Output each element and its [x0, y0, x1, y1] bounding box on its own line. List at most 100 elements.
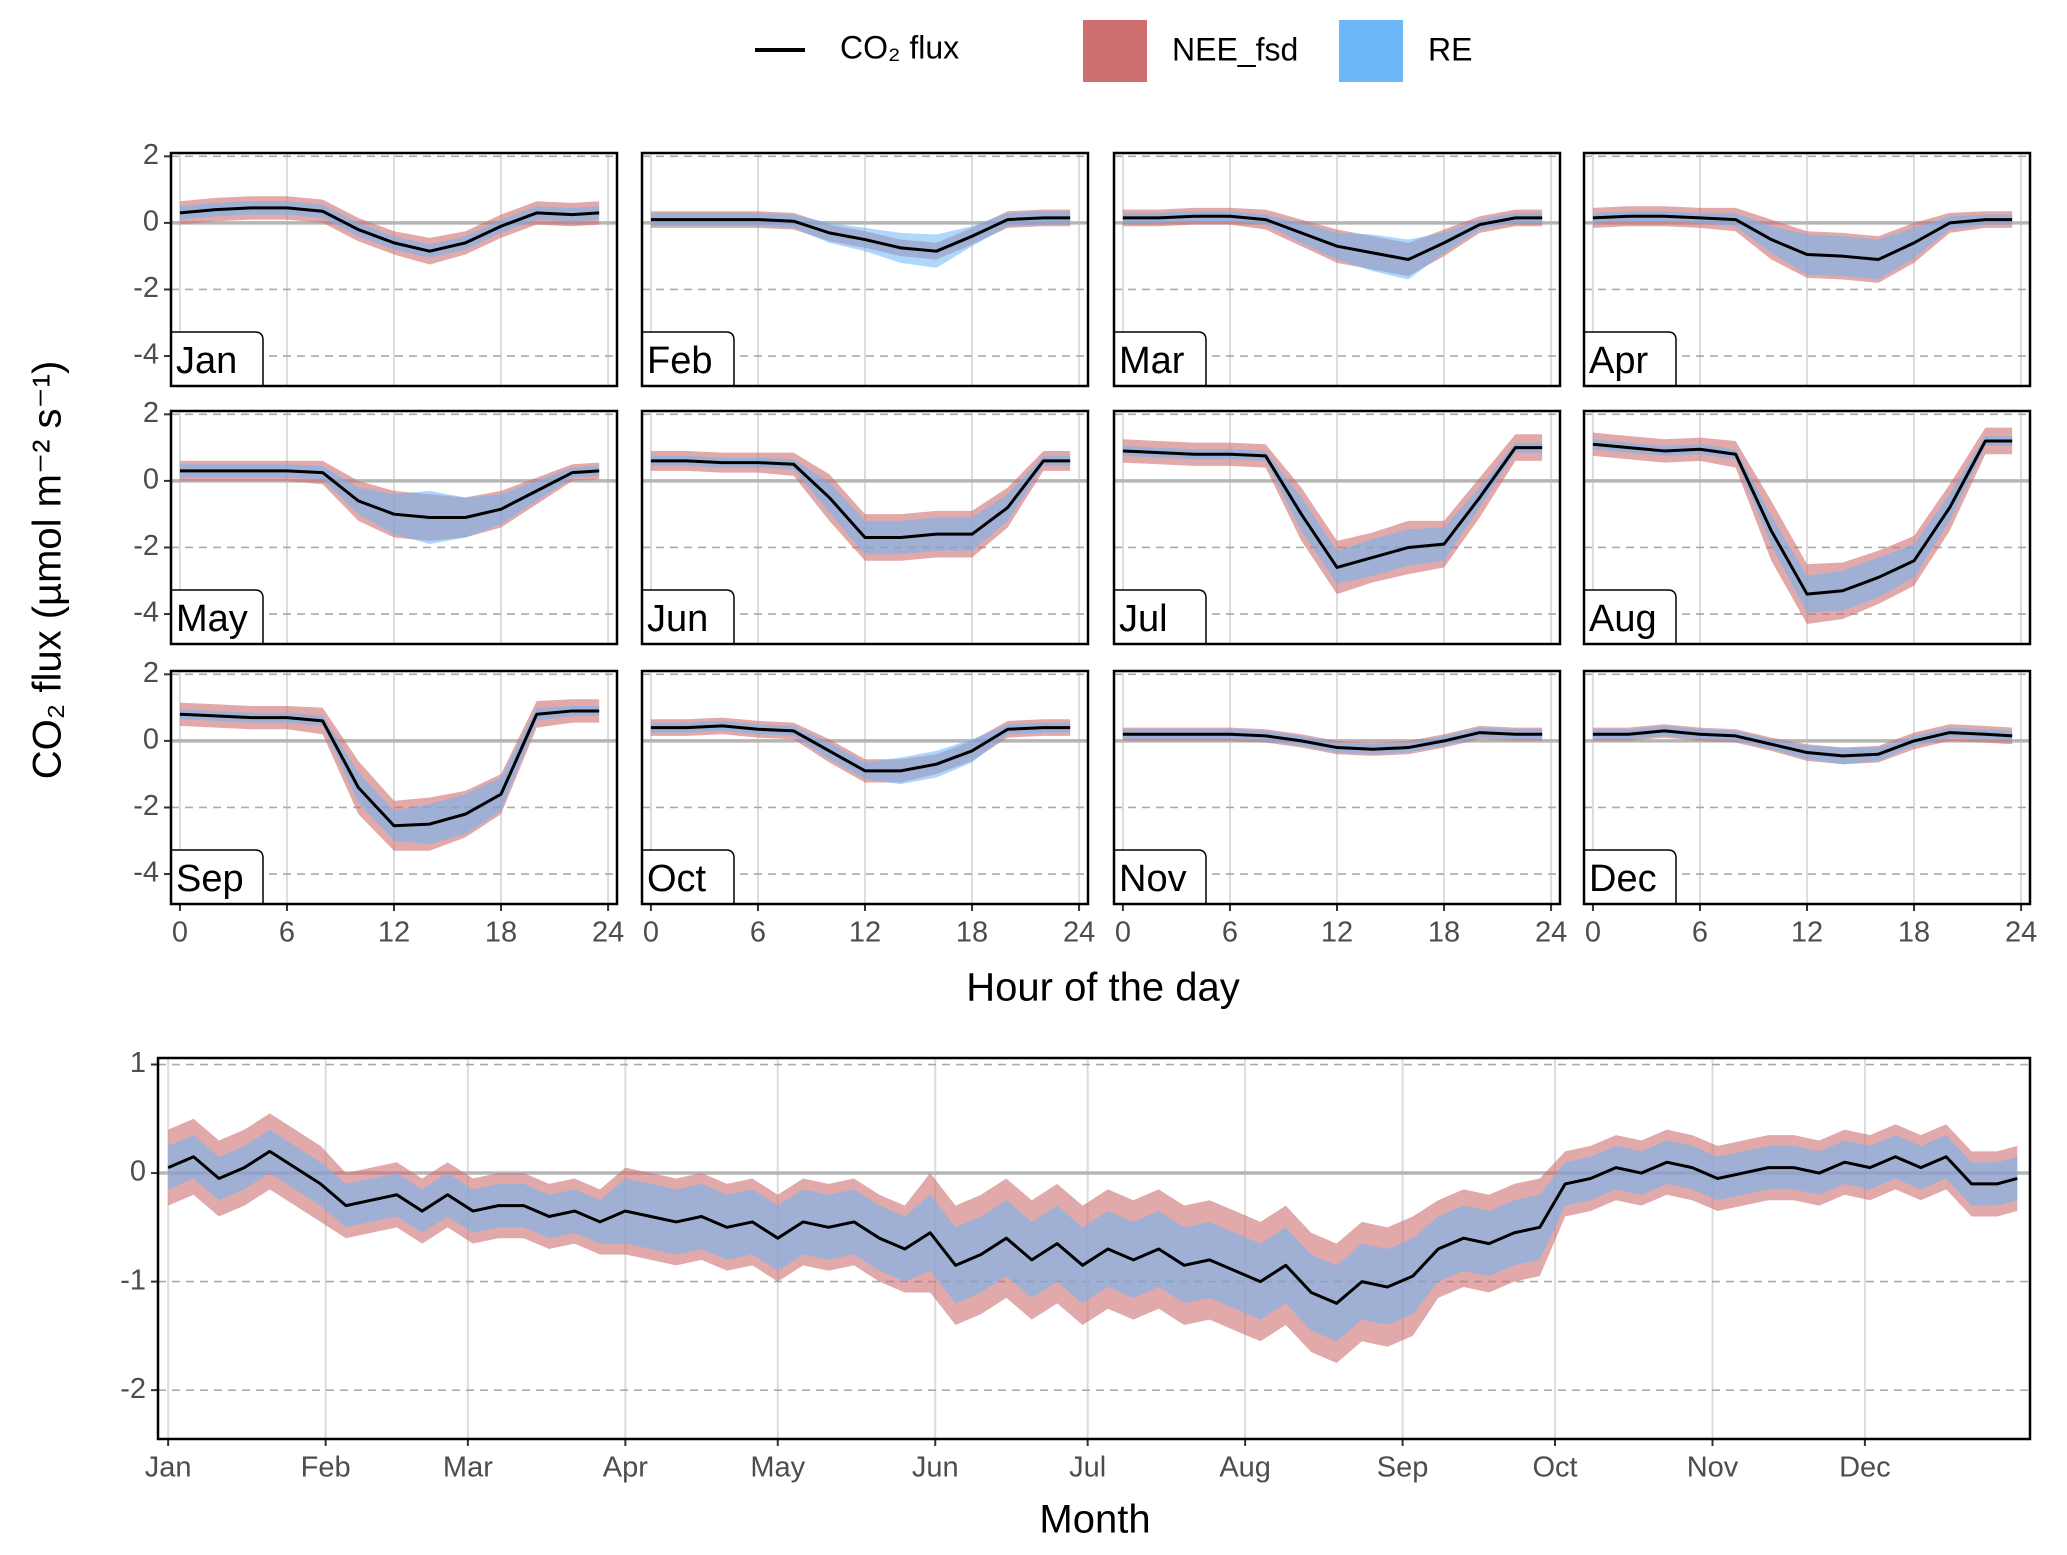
band [168, 1129, 2018, 1342]
x-tick-label: 24 [1535, 917, 1567, 949]
facet-label: Aug [1589, 598, 1657, 640]
x-tick-label: Jun [912, 1452, 959, 1484]
legend-swatch [1339, 20, 1403, 82]
x-tick-label: 18 [1898, 917, 1930, 949]
line [1122, 731, 1543, 751]
legend-label: CO₂ flux [840, 29, 959, 65]
y-tick-label: -4 [133, 857, 159, 889]
y-tick-label: 2 [143, 657, 159, 689]
y-tick-label: 0 [143, 206, 159, 238]
facet-label-box [1113, 849, 1207, 905]
x-tick-label: 18 [1428, 917, 1460, 949]
x-axis-title: Month [1039, 1498, 1150, 1542]
legend-label: NEE_fsd [1172, 31, 1298, 67]
facet-label-box [1583, 589, 1677, 645]
x-tick-label: 24 [592, 917, 624, 949]
facet-label: Apr [1589, 340, 1648, 382]
x-tick-label: Sep [1377, 1452, 1429, 1484]
x-tick-label: Jan [145, 1452, 192, 1484]
y-tick-label: -1 [120, 1264, 146, 1296]
facet-label: Mar [1119, 340, 1185, 382]
band [179, 705, 600, 845]
facet-label-box [1583, 331, 1677, 387]
x-tick-label: Feb [301, 1452, 351, 1484]
panel-border [156, 1056, 2032, 1441]
x-tick-label: 18 [485, 917, 517, 949]
x-tick-label: Nov [1687, 1452, 1739, 1484]
x-tick-label: 12 [849, 917, 881, 949]
x-tick-label: Apr [603, 1452, 648, 1484]
panel-border [169, 151, 619, 388]
band [1122, 442, 1543, 585]
x-tick-label: 0 [1115, 917, 1131, 949]
line [650, 459, 1071, 539]
legend-label: RE [1428, 31, 1472, 67]
band [1592, 435, 2013, 613]
y-tick-label: 0 [130, 1156, 146, 1188]
panel-border [1112, 151, 1562, 388]
y-tick-label: -4 [133, 339, 159, 371]
x-tick-label: 12 [1321, 917, 1353, 949]
x-tick-label: Aug [1219, 1452, 1271, 1484]
line [1122, 214, 1543, 262]
line [650, 724, 1071, 773]
facet-label-box [641, 849, 735, 905]
band [179, 464, 600, 545]
y-tick-label: -4 [133, 597, 159, 629]
panel-border [1582, 409, 2032, 646]
facet-label: Nov [1119, 858, 1187, 900]
line [179, 469, 600, 520]
y-tick-label: -2 [133, 530, 159, 562]
facet-label-box [641, 589, 735, 645]
y-tick-label: 2 [143, 397, 159, 429]
line [1592, 729, 2013, 758]
y-tick-label: 0 [143, 724, 159, 756]
band [179, 201, 600, 258]
facet-label-box [1583, 849, 1677, 905]
line [179, 709, 600, 828]
panel-border [1112, 409, 1562, 646]
facet-label: Dec [1589, 858, 1657, 900]
x-tick-label: Oct [1532, 1452, 1577, 1484]
panel-border [640, 151, 1090, 388]
facet-label-box [641, 331, 735, 387]
facet-label: Feb [647, 340, 712, 382]
x-tick-label: 12 [378, 917, 410, 949]
line [1592, 439, 2013, 596]
panel-border [1112, 669, 1562, 906]
x-axis-title: Hour of the day [966, 966, 1240, 1010]
x-tick-label: Mar [443, 1452, 493, 1484]
x-tick-label: 24 [1063, 917, 1095, 949]
panel-border [169, 409, 619, 646]
panel-border [1582, 669, 2032, 906]
y-tick-label: 1 [130, 1047, 146, 1079]
facet-label: Jan [176, 340, 237, 382]
x-tick-label: 18 [956, 917, 988, 949]
line [179, 206, 600, 253]
x-tick-label: 6 [1692, 917, 1708, 949]
line [650, 216, 1071, 253]
facet-label-box [1113, 331, 1207, 387]
y-tick-label: -2 [133, 272, 159, 304]
panel-border [640, 669, 1090, 906]
x-tick-label: 0 [1585, 917, 1601, 949]
line [167, 1149, 2018, 1305]
x-tick-label: 0 [172, 917, 188, 949]
x-tick-label: May [750, 1452, 805, 1484]
y-tick-label: -2 [120, 1373, 146, 1405]
panel-border [169, 669, 619, 906]
facet-label-box [170, 331, 264, 387]
x-tick-label: 6 [750, 917, 766, 949]
panel-border [1582, 151, 2032, 388]
facet-label-box [170, 589, 264, 645]
y-tick-label: 0 [143, 464, 159, 496]
facet-label: Jul [1119, 598, 1168, 640]
facet-label: Sep [176, 858, 244, 900]
x-tick-label: 0 [643, 917, 659, 949]
panel-border [640, 409, 1090, 646]
x-tick-label: 6 [279, 917, 295, 949]
facet-label: Jun [647, 598, 708, 640]
facet-label-box [170, 849, 264, 905]
legend-swatch [1083, 20, 1147, 82]
x-tick-label: 24 [2005, 917, 2037, 949]
